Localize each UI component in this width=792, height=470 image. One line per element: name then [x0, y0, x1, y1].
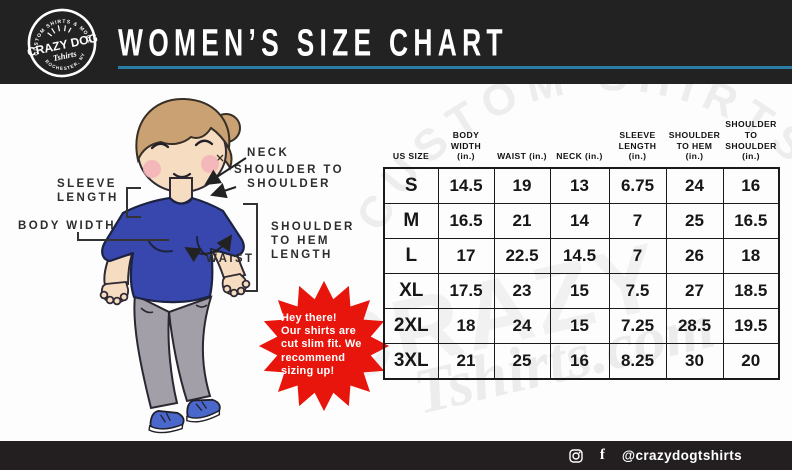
- value-cell: 24: [493, 308, 551, 344]
- right-cheek: [201, 155, 219, 173]
- table-row: S 14.5 19 13 6.75 24 16: [383, 167, 780, 204]
- right-hand: [221, 273, 251, 298]
- callout-line: recommend: [281, 351, 346, 364]
- label-shoulder-to-shoulder: SHOULDER TO SHOULDER: [234, 164, 344, 190]
- main-area: CUSTOM SHIRTS & MORE CRAZY Tshirts.com: [0, 84, 792, 441]
- value-cell: 14.5: [549, 238, 610, 274]
- col-body-width: BODY WIDTH (in.): [450, 129, 482, 162]
- value-cell: 16.5: [437, 203, 495, 239]
- value-cell: 24: [665, 167, 724, 204]
- value-cell: 22.5: [493, 238, 551, 274]
- value-cell: 16.5: [722, 203, 780, 239]
- col-sleeve-length: SLEEVE LENGTH (in.): [618, 129, 657, 162]
- size-cell: 3XL: [383, 343, 439, 380]
- value-cell: 7: [608, 203, 667, 239]
- callout-line: Our shirts are: [281, 325, 356, 338]
- table-row: 3XL 21 25 16 8.25 30 20: [383, 343, 780, 380]
- label-waist: WAIST: [206, 253, 255, 265]
- value-cell: 16: [722, 167, 780, 204]
- left-eye: [150, 142, 170, 150]
- col-shoulder-to-shoulder: SHOULDER TO SHOULDER (in.): [725, 119, 777, 162]
- value-cell: 8.25: [608, 343, 667, 380]
- label-neck: NECK: [247, 147, 290, 159]
- table-row: 2XL 18 24 15 7.25 28.5 19.5: [383, 308, 780, 344]
- table-row: XL 17.5 23 15 7.5 27 18.5: [383, 273, 780, 309]
- hair: [135, 97, 231, 164]
- size-cell: 2XL: [383, 308, 439, 344]
- value-cell: 13: [549, 167, 610, 204]
- right-shoe: [186, 398, 221, 423]
- value-cell: 28.5: [665, 308, 724, 344]
- logo-rays-icon: [47, 25, 72, 37]
- value-cell: 25: [493, 343, 551, 380]
- table-row: L 17 22.5 14.5 7 26 18: [383, 238, 780, 274]
- value-cell: 14.5: [437, 167, 495, 204]
- t-shirt: [101, 196, 245, 304]
- value-cell: 15: [549, 308, 610, 344]
- value-cell: 19: [493, 167, 551, 204]
- crazy-dog-logo: CUSTOM SHIRTS & MORE CRAZY DOG Tshirts R…: [26, 8, 99, 78]
- instagram-icon: [569, 448, 583, 463]
- value-cell: 21: [493, 203, 551, 239]
- footer-bar: f @crazydogtshirts: [0, 441, 792, 470]
- value-cell: 26: [665, 238, 724, 274]
- title-underline: [118, 66, 792, 69]
- value-cell: 27: [665, 273, 724, 309]
- callout-line: cut slim fit. We: [281, 338, 362, 351]
- size-cell: XL: [383, 273, 439, 309]
- left-cheek: [143, 160, 161, 178]
- value-cell: 25: [665, 203, 724, 239]
- value-cell: 18: [722, 238, 780, 274]
- value-cell: 21: [437, 343, 495, 380]
- slim-fit-callout: Hey there! Our shirts are cut slim fit. …: [281, 312, 362, 378]
- label-body-width: BODY WIDTH: [18, 220, 116, 232]
- header-bar: CUSTOM SHIRTS & MORE CRAZY DOG Tshirts R…: [0, 0, 792, 84]
- table-row: M 16.5 21 14 7 25 16.5: [383, 203, 780, 239]
- label-shoulder-to-hem: SHOULDER TO HEM LENGTH: [271, 221, 355, 261]
- size-chart-table-wrap: US SIZE BODY WIDTH (in.) WAIST (in.) NEC…: [383, 112, 780, 380]
- value-cell: 19.5: [722, 308, 780, 344]
- size-cell: S: [383, 167, 439, 204]
- value-cell: 20: [722, 343, 780, 380]
- facebook-icon: f: [599, 447, 605, 463]
- value-cell: 18: [437, 308, 495, 344]
- col-shoulder-to-hem: SHOULDER TO HEM (in.): [668, 129, 721, 162]
- left-shoe: [148, 410, 185, 434]
- value-cell: 7: [608, 238, 667, 274]
- logo-ring: [27, 8, 97, 78]
- value-cell: 7.5: [608, 273, 667, 309]
- size-cell: L: [383, 238, 439, 274]
- callout-line: Hey there!: [281, 312, 337, 324]
- size-chart-table: US SIZE BODY WIDTH (in.) WAIST (in.) NEC…: [383, 112, 780, 380]
- pants: [133, 293, 213, 410]
- logo-script-text: Tshirts: [52, 48, 78, 63]
- col-neck: NECK (in.): [556, 151, 603, 162]
- value-cell: 17.5: [437, 273, 495, 309]
- size-cell: M: [383, 203, 439, 239]
- value-cell: 7.25: [608, 308, 667, 344]
- value-cell: 6.75: [608, 167, 667, 204]
- value-cell: 17: [437, 238, 495, 274]
- table-header-row: US SIZE BODY WIDTH (in.) WAIST (in.) NEC…: [384, 112, 779, 168]
- col-us-size: US SIZE: [392, 151, 430, 162]
- starburst-shape: [258, 280, 390, 412]
- value-cell: 18.5: [722, 273, 780, 309]
- value-cell: 14: [549, 203, 610, 239]
- value-cell: 23: [493, 273, 551, 309]
- label-sleeve-length: SLEEVE LENGTH: [57, 178, 119, 204]
- left-hand: [99, 281, 129, 306]
- social-handle: @crazydogtshirts: [621, 448, 742, 463]
- col-waist: WAIST (in.): [497, 151, 547, 162]
- value-cell: 16: [549, 343, 610, 380]
- page-title: WOMEN’S SIZE CHART: [118, 22, 508, 65]
- right-eye: [194, 139, 214, 147]
- value-cell: 15: [549, 273, 610, 309]
- value-cell: 30: [665, 343, 724, 380]
- starburst-polygon: [258, 280, 390, 412]
- callout-line: sizing up!: [281, 364, 335, 377]
